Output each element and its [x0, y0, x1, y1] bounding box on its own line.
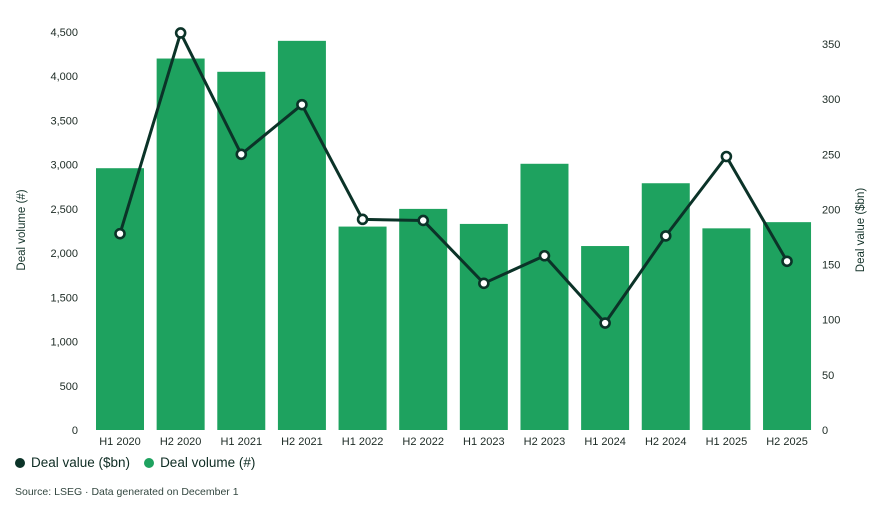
- x-axis-label: H1 2025: [706, 436, 748, 448]
- x-axis-label: H1 2023: [463, 436, 505, 448]
- line-marker-h2-2022[interactable]: [417, 214, 430, 227]
- left-axis-tick-label: 2,500: [50, 204, 78, 216]
- line-marker-h2-2023[interactable]: [538, 249, 551, 262]
- bar-h2-2025[interactable]: [763, 222, 812, 430]
- bar-h1-2022[interactable]: [338, 226, 387, 430]
- left-axis-tick-label: 4,000: [50, 71, 78, 83]
- legend-dot-deal-volume-icon: [144, 457, 155, 468]
- bar-h2-2023[interactable]: [520, 163, 569, 430]
- line-marker-h1-2023[interactable]: [478, 277, 490, 290]
- legend: Deal value ($bn) Deal volume (#): [15, 455, 255, 470]
- bar-h2-2024[interactable]: [641, 183, 690, 430]
- bar-h2-2022[interactable]: [399, 208, 448, 430]
- x-axis-label: H2 2023: [524, 436, 566, 448]
- bar-h1-2020[interactable]: [96, 168, 144, 430]
- x-axis-label: H1 2024: [584, 436, 626, 448]
- line-marker-h1-2020[interactable]: [114, 227, 126, 240]
- left-axis-tick-label: 3,000: [50, 160, 78, 172]
- line-marker-h2-2024[interactable]: [659, 230, 672, 242]
- left-axis-title: Deal volume (#): [16, 189, 28, 271]
- x-axis-label: H2 2020: [160, 436, 202, 448]
- right-axis-tick-label: 100: [822, 315, 840, 327]
- line-marker-h1-2021[interactable]: [235, 148, 248, 161]
- left-axis-tick-label: 0: [72, 425, 78, 437]
- right-axis-tick-label: 0: [822, 425, 828, 437]
- legend-item-deal-value[interactable]: Deal value ($bn): [15, 455, 130, 470]
- right-axis-title: Deal value ($bn): [855, 187, 867, 273]
- right-axis-tick-label: 150: [822, 260, 840, 272]
- right-axis-tick-label: 200: [822, 204, 840, 216]
- line-marker-h2-2021[interactable]: [296, 98, 308, 111]
- bar-h2-2020[interactable]: [156, 58, 205, 431]
- bar-h1-2023[interactable]: [459, 223, 508, 430]
- legend-label-deal-value: Deal value ($bn): [31, 455, 131, 470]
- x-axis-label: H2 2025: [766, 436, 808, 448]
- left-axis-tick-label: 2,000: [50, 248, 78, 260]
- legend-dot-deal-value-icon: [15, 457, 25, 468]
- line-marker-h1-2025[interactable]: [720, 150, 733, 163]
- bar-h1-2024[interactable]: [581, 246, 630, 430]
- legend-item-deal-volume[interactable]: Deal volume (#): [144, 455, 255, 470]
- left-axis-tick-label: 3,500: [50, 115, 78, 127]
- left-axis-tick-label: 500: [60, 381, 78, 393]
- x-axis-label: H1 2021: [220, 436, 262, 448]
- x-axis-label: H2 2021: [281, 436, 323, 448]
- left-axis-tick-label: 1,500: [50, 292, 78, 304]
- deal-value-line: [118, 31, 789, 325]
- line-marker-h2-2020[interactable]: [174, 27, 187, 39]
- bar-h1-2021[interactable]: [217, 71, 266, 431]
- bar-h1-2025[interactable]: [702, 228, 751, 430]
- source-note: Source: LSEG · Data generated on Decembe…: [15, 486, 239, 498]
- x-axis-label: H1 2022: [342, 436, 384, 448]
- right-axis-tick-label: 250: [822, 149, 840, 161]
- left-axis-tick-label: 1,000: [50, 337, 78, 349]
- right-axis-tick-label: 50: [822, 370, 834, 382]
- x-axis-label: H2 2022: [402, 436, 444, 448]
- right-axis-tick-label: 350: [822, 39, 840, 51]
- left-axis-tick-label: 4,500: [50, 27, 78, 39]
- line-marker-h1-2024[interactable]: [599, 317, 611, 329]
- legend-label-deal-volume: Deal volume (#): [160, 455, 256, 470]
- right-axis-tick-label: 300: [822, 94, 840, 106]
- x-axis-label: H1 2020: [99, 436, 141, 448]
- x-axis-label: H2 2024: [645, 436, 687, 448]
- line-marker-h1-2022[interactable]: [356, 213, 369, 226]
- line-marker-h2-2025[interactable]: [781, 255, 793, 268]
